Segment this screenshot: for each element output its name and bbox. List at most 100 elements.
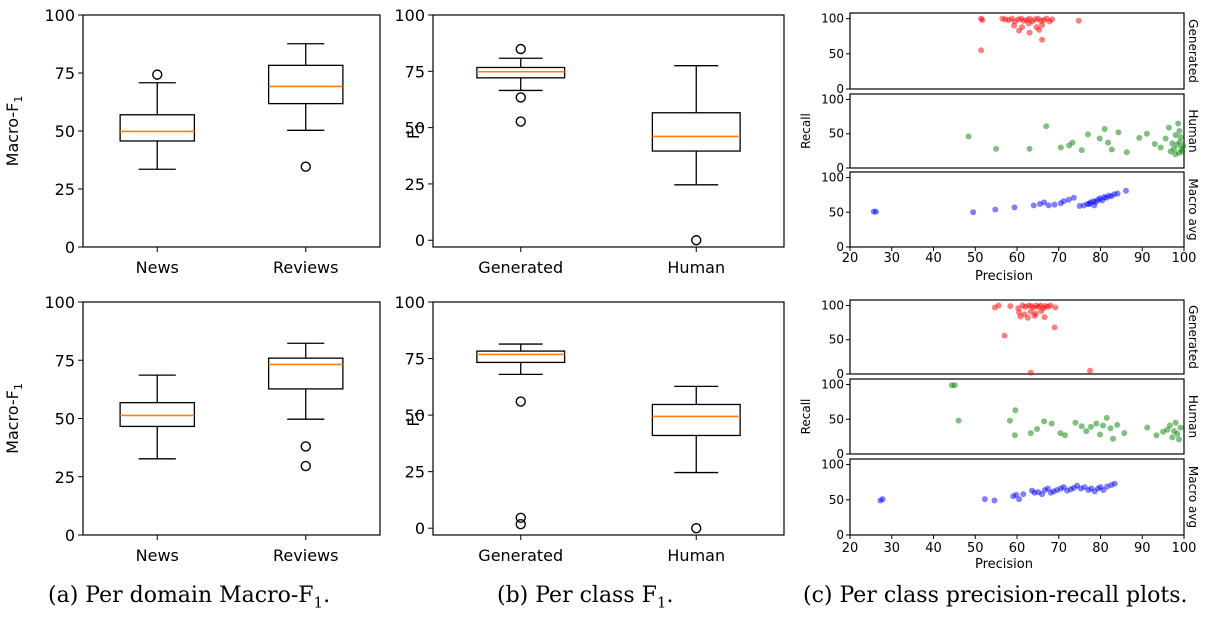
- series-label: Generated: [1186, 305, 1200, 369]
- scatter-point: [1169, 434, 1176, 441]
- scatter-point: [1093, 420, 1100, 427]
- series-label: Human: [1186, 395, 1200, 438]
- scatter-point: [1174, 430, 1181, 437]
- y-tick-label: 0: [415, 519, 425, 538]
- scatter-point: [1057, 430, 1064, 437]
- scatter-point: [1039, 21, 1046, 28]
- scatter-point: [879, 496, 886, 503]
- caption-b: (b) Per class F1.: [497, 583, 674, 612]
- y-tick-label: 0: [836, 82, 844, 96]
- x-tick-label: 20: [842, 541, 859, 556]
- scatter-point: [1025, 20, 1032, 27]
- scatter-point: [1069, 139, 1076, 146]
- y-tick-label: 100: [44, 293, 75, 312]
- scatter-point: [1001, 332, 1008, 339]
- outlier-point: [300, 161, 311, 172]
- scatter-point: [1043, 123, 1050, 130]
- x-tick-label: 80: [1092, 541, 1109, 556]
- outlier-point: [691, 235, 702, 246]
- y-tick-label: 0: [836, 367, 844, 381]
- x-tick-label: Reviews: [273, 546, 338, 565]
- y-tick-label: 50: [405, 406, 425, 425]
- outlier-point: [691, 523, 702, 534]
- scatter-point: [1172, 132, 1179, 139]
- scatter-point: [1072, 419, 1079, 426]
- scatter-point: [1087, 367, 1094, 374]
- scatter-point: [1176, 128, 1183, 134]
- outlier-point: [515, 92, 526, 103]
- scatter-point: [1044, 485, 1051, 492]
- scatter-point: [1041, 418, 1048, 425]
- scatter-point: [1057, 144, 1064, 151]
- x-tick-label: Generated: [478, 258, 563, 277]
- scatter-point: [1078, 147, 1085, 154]
- outlier-point: [300, 460, 311, 472]
- scatter-point: [1091, 202, 1098, 209]
- series-label: Macro avg: [1186, 178, 1200, 240]
- scatter-point: [1016, 27, 1023, 34]
- scatter-point: [1114, 190, 1121, 197]
- subplot-frame: [849, 378, 1185, 455]
- subplot-frame: [849, 299, 1185, 375]
- x-tick-label: 50: [967, 251, 984, 266]
- scatter-point: [955, 417, 962, 424]
- plot-frame: [432, 301, 785, 536]
- x-tick-label: 90: [1134, 541, 1151, 556]
- scatter-point: [1030, 202, 1037, 209]
- scatter-point: [1087, 423, 1094, 430]
- x-tick-label: 30: [883, 251, 900, 266]
- subplot-frame: [849, 12, 1185, 90]
- scatter-point: [1007, 303, 1014, 310]
- x-tick-label: Human: [667, 258, 725, 277]
- scatter-point: [1062, 432, 1069, 439]
- scatter-point: [1027, 430, 1034, 437]
- scatter-point: [1175, 120, 1182, 127]
- x-tick-label: 50: [967, 541, 984, 556]
- scatter-point: [1110, 435, 1117, 442]
- y-tick-label: 100: [821, 458, 844, 472]
- y-tick-label: 50: [829, 47, 844, 61]
- scatter-point: [1180, 143, 1187, 150]
- box: [119, 114, 196, 142]
- x-tick-label: 30: [883, 541, 900, 556]
- scatter-point: [1107, 425, 1114, 432]
- y-axis-label: Recall: [799, 113, 813, 149]
- y-tick-label: 100: [44, 6, 75, 25]
- y-tick-label: 50: [829, 333, 844, 347]
- y-tick-label: 100: [394, 293, 425, 312]
- box: [651, 112, 741, 152]
- scatter-point: [1027, 369, 1034, 376]
- scatter-point: [1175, 436, 1182, 443]
- scatter-point: [1086, 200, 1093, 207]
- scatter-point: [1097, 431, 1104, 438]
- y-tick-label: 0: [836, 240, 844, 254]
- x-axis-label: Precision: [975, 269, 1033, 284]
- scatter-point: [1177, 134, 1184, 141]
- y-tick-label: 25: [405, 463, 425, 482]
- x-tick-label: 60: [1009, 541, 1026, 556]
- scatter-point: [1103, 414, 1110, 421]
- scatter-point: [965, 133, 972, 140]
- x-tick-label: News: [136, 258, 179, 277]
- box: [651, 403, 741, 437]
- x-tick-label: Generated: [478, 546, 563, 565]
- scatter-point: [1027, 308, 1034, 315]
- scatter-point: [1060, 198, 1067, 205]
- box: [476, 350, 566, 364]
- x-tick-label: 100: [1172, 541, 1197, 556]
- y-tick-label: 100: [394, 6, 425, 25]
- y-tick-label: 0: [836, 528, 844, 542]
- scatter-point: [1108, 146, 1115, 153]
- y-tick-label: 50: [829, 205, 844, 219]
- scatter-point: [970, 209, 977, 216]
- series-label: Generated: [1186, 19, 1200, 83]
- scatter-point: [1051, 201, 1058, 208]
- y-axis-label: Recall: [799, 399, 813, 435]
- y-tick-label: 50: [55, 410, 75, 429]
- y-tick-label: 25: [405, 175, 425, 194]
- scatter-point: [1177, 424, 1184, 431]
- outlier-point: [515, 512, 526, 524]
- y-axis-label: Macro-F1: [3, 383, 25, 454]
- outlier-point: [515, 518, 526, 530]
- scatter-point: [1070, 194, 1077, 201]
